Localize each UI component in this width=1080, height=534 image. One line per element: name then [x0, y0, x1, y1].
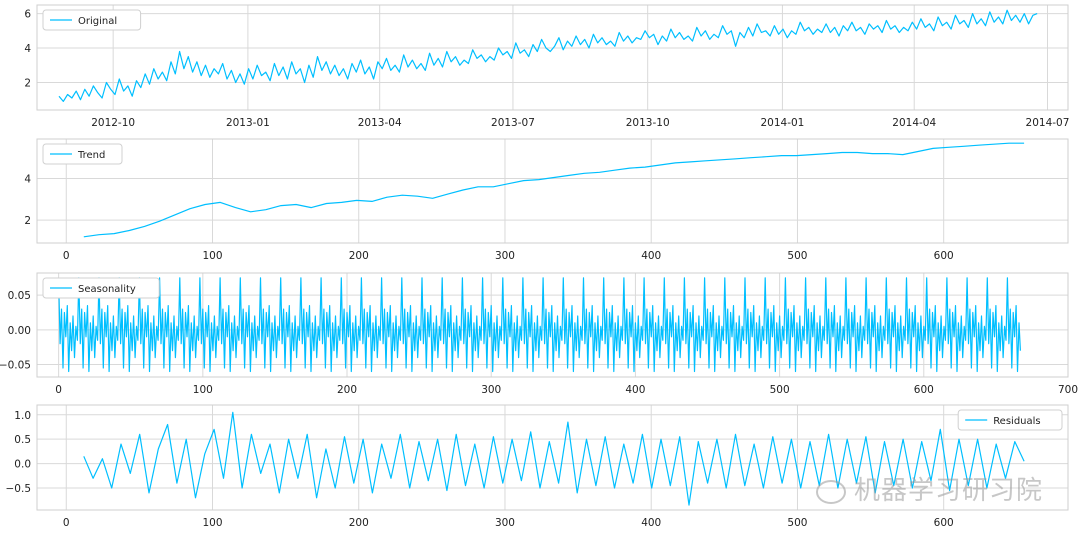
series-line-residuals	[83, 411, 1025, 506]
x-tick-label: 700	[1058, 384, 1078, 396]
x-tick-label: 500	[787, 250, 807, 262]
x-tick-label: 0	[55, 384, 62, 396]
grid	[37, 5, 1068, 110]
panel-trend: 0 100 200 300 400 500 600 2 4 Trend	[24, 138, 1069, 262]
x-tick-label: 200	[349, 250, 369, 262]
x-tick-label: 100	[202, 250, 222, 262]
y-tick-label: 4	[24, 174, 31, 186]
x-tick-label: 2014-01	[760, 117, 804, 129]
series-line-seasonality	[58, 277, 1021, 373]
y-tick-label: 6	[24, 9, 31, 21]
x-tick-label: 600	[914, 384, 934, 396]
legend-label: Trend	[77, 150, 105, 161]
plot-frame	[36, 404, 1069, 511]
x-tick-label: 300	[495, 250, 515, 262]
y-tick-label: 0.5	[14, 434, 31, 446]
x-tick-label: 500	[787, 517, 807, 529]
x-tick-label: 300	[481, 384, 501, 396]
x-tick-label: 200	[349, 517, 369, 529]
grid	[37, 139, 1068, 243]
y-tick-label: −0.5	[6, 483, 32, 495]
legend-label: Seasonality	[78, 284, 136, 295]
x-tick-label: 2012-10	[91, 117, 135, 129]
y-tick-label: 0.00	[8, 325, 31, 337]
y-tick-label: 4	[24, 43, 31, 55]
wechat-icon	[816, 479, 846, 504]
legend-box	[957, 409, 1063, 431]
plot-frame	[36, 4, 1069, 111]
x-tick-label: 100	[193, 384, 213, 396]
y-tick-label: 2	[24, 215, 31, 227]
y-tick-label: 2	[24, 77, 31, 89]
x-tick-label: 0	[63, 250, 70, 262]
y-tick-label: −0.05	[0, 360, 31, 372]
legend: Seasonality	[42, 277, 160, 299]
x-tick-label: 2014-07	[1026, 117, 1070, 129]
legend-label: Residuals	[993, 416, 1040, 427]
legend-box	[42, 143, 123, 165]
legend: Residuals	[957, 409, 1063, 431]
watermark-text: 机器学习研习院	[854, 476, 1044, 506]
x-tick-label: 2013-01	[226, 117, 270, 129]
x-tick-label: 2013-07	[491, 117, 535, 129]
x-tick-label: 2013-10	[626, 117, 670, 129]
x-tick-label: 400	[625, 384, 645, 396]
x-tick-label: 300	[495, 517, 515, 529]
x-tick-label: 200	[337, 384, 357, 396]
x-tick-label: 400	[641, 517, 661, 529]
legend-box	[42, 9, 142, 31]
x-tick-label: 100	[202, 517, 222, 529]
y-tick-label: 0.05	[8, 290, 31, 302]
x-tick-label: 600	[934, 250, 954, 262]
plot-frame	[36, 138, 1069, 244]
panel-original: 2012-10 2013-01 2013-04 2013-07 2013-10 2014-…	[24, 4, 1070, 129]
series-line-original	[58, 9, 1038, 103]
x-tick-label: 2013-04	[358, 117, 402, 129]
x-tick-label: 400	[641, 250, 661, 262]
y-tick-label: 0.0	[14, 459, 31, 471]
legend: Trend	[42, 143, 123, 165]
y-tick-label: 1.0	[14, 410, 31, 422]
grid	[37, 405, 1068, 510]
x-tick-label: 500	[770, 384, 790, 396]
x-tick-label: 2014-04	[892, 117, 936, 129]
panel-residuals: 0 100 200 300 400 500 600 −0.5 0.0 0.5 1.0 Residual…	[6, 404, 1069, 529]
x-tick-label: 0	[63, 517, 70, 529]
panel-seasonality: 0 100 200 300 400 500 600 700 −0.05 0.00 0.05 Seaso…	[0, 272, 1078, 396]
watermark: 机器学习研习院	[816, 470, 1043, 507]
plot-frame	[36, 272, 1069, 378]
x-tick-label: 600	[934, 517, 954, 529]
series-line-trend	[83, 142, 1025, 238]
legend-box	[42, 277, 160, 299]
legend: Original	[42, 9, 142, 31]
legend-label: Original	[78, 16, 117, 27]
